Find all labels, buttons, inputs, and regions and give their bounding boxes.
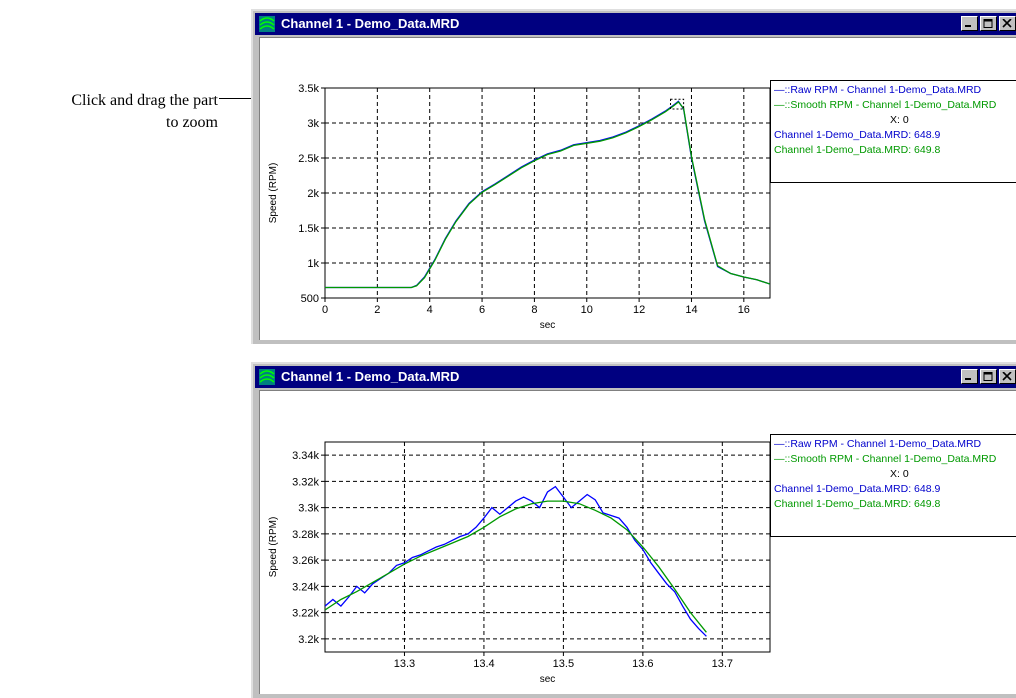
y-tick-label: 3.26k — [292, 555, 319, 567]
title-bar[interactable]: Channel 1 - Demo_Data.MRD — [255, 366, 1016, 388]
x-tick-label: 13.4 — [473, 658, 494, 670]
series-line-raw-rpm — [325, 100, 770, 289]
x-tick-label: 10 — [581, 304, 593, 316]
series-line-smooth-rpm — [325, 500, 707, 633]
x-tick-label: 0 — [322, 304, 328, 316]
y-tick-label: 3.2k — [298, 634, 319, 646]
annotation-line-1: Click and drag the part — [71, 92, 218, 109]
maximize-icon — [983, 19, 993, 28]
y-tick-label: 1.5k — [298, 223, 319, 235]
y-tick-label: 3.5k — [298, 83, 319, 95]
x-tick-label: 12 — [633, 304, 645, 316]
chart-client-area[interactable]: 13.3 13.4 13.5 13.6 13.7 3.2k 3.22k 3.24k 3.26k 3… — [259, 390, 1016, 694]
y-tick-label: 3.24k — [292, 581, 319, 593]
minimize-icon — [965, 378, 971, 380]
x-axis-label: sec — [540, 674, 556, 685]
chart-client-area[interactable]: 0 2 4 6 8 10 12 14 16 500 1k 1.5k 2k 2.5k 3k 3.5k sec Spe… — [259, 37, 1016, 340]
x-tick-label: 13.7 — [712, 658, 733, 670]
legend-raw-value: Channel 1-Demo_Data.MRD: 648.9 — [774, 483, 941, 495]
y-tick-label: 3.32k — [292, 476, 319, 488]
channel-app-icon — [259, 16, 275, 32]
x-tick-label: 13.6 — [632, 658, 653, 670]
minimize-button[interactable] — [961, 16, 978, 31]
y-tick-label: 3.22k — [292, 608, 319, 620]
close-icon — [1002, 372, 1012, 381]
legend-smooth-value: Channel 1-Demo_Data.MRD: 649.8 — [774, 498, 941, 510]
y-axis-label: Speed (RPM) — [268, 163, 279, 224]
maximize-button[interactable] — [980, 369, 997, 384]
channel-app-icon — [259, 369, 275, 385]
chart-plot[interactable]: 13.3 13.4 13.5 13.6 13.7 3.2k 3.22k 3.24k 3.26k 3… — [260, 391, 1016, 697]
y-tick-label: 3.28k — [292, 529, 319, 541]
y-tick-label: 2k — [307, 188, 319, 200]
plot-area-frame — [324, 441, 771, 653]
legend-smooth-rpm: —::Smooth RPM - Channel 1-Demo_Data.MRD — [774, 453, 997, 465]
close-button[interactable] — [999, 16, 1016, 31]
x-tick-label: 4 — [427, 304, 433, 316]
zoom-selection-box — [670, 98, 685, 110]
x-tick-label: 14 — [685, 304, 697, 316]
window-buttons — [959, 16, 1016, 32]
annotation-text: Click and drag the part to zoom — [0, 90, 218, 134]
y-tick-label: 3.3k — [298, 503, 319, 515]
plot-area-frame — [324, 87, 771, 299]
y-tick-label: 2.5k — [298, 153, 319, 165]
chart-legend: —::Raw RPM - Channel 1-Demo_Data.MRD —::… — [770, 80, 1016, 183]
y-tick-label: 3k — [307, 118, 319, 130]
window-title: Channel 1 - Demo_Data.MRD — [281, 369, 460, 384]
legend-x-readout: X: 0 — [890, 114, 909, 126]
legend-smooth-value: Channel 1-Demo_Data.MRD: 649.8 — [774, 144, 941, 156]
window-title: Channel 1 - Demo_Data.MRD — [281, 16, 460, 31]
chart-window-zoomed[interactable]: Channel 1 - Demo_Data.MRD 13.3 13.4 13.5 13… — [251, 362, 1016, 698]
chart-plot[interactable]: 0 2 4 6 8 10 12 14 16 500 1k 1.5k 2k 2.5k 3k 3.5k sec Spe… — [260, 38, 1016, 343]
legend-smooth-rpm: —::Smooth RPM - Channel 1-Demo_Data.MRD — [774, 99, 997, 111]
y-tick-label: 500 — [301, 293, 319, 305]
y-tick-label: 1k — [307, 258, 319, 270]
y-tick-label: 3.34k — [292, 450, 319, 462]
series-line-smooth-rpm — [325, 101, 770, 289]
legend-raw-value: Channel 1-Demo_Data.MRD: 648.9 — [774, 129, 941, 141]
x-axis-label: sec — [540, 320, 556, 331]
minimize-icon — [965, 25, 971, 27]
x-tick-label: 6 — [479, 304, 485, 316]
annotation-line-2: to zoom — [166, 114, 218, 131]
chart-window-overview[interactable]: Channel 1 - Demo_Data.MRD 0 2 4 6 8 10 12 14 16 5… — [251, 9, 1016, 344]
close-button[interactable] — [999, 369, 1016, 384]
title-bar[interactable]: Channel 1 - Demo_Data.MRD — [255, 13, 1016, 35]
y-axis-label: Speed (RPM) — [268, 517, 279, 578]
window-buttons — [959, 369, 1016, 385]
legend-raw-rpm: —::Raw RPM - Channel 1-Demo_Data.MRD — [774, 84, 982, 96]
x-tick-label: 13.3 — [394, 658, 415, 670]
maximize-button[interactable] — [980, 16, 997, 31]
close-icon — [1002, 19, 1012, 28]
x-tick-label: 8 — [531, 304, 537, 316]
chart-legend: —::Raw RPM - Channel 1-Demo_Data.MRD —::… — [770, 434, 1016, 537]
maximize-icon — [983, 372, 993, 381]
minimize-button[interactable] — [961, 369, 978, 384]
x-tick-label: 2 — [374, 304, 380, 316]
x-tick-label: 13.5 — [553, 658, 574, 670]
x-tick-label: 16 — [738, 304, 750, 316]
legend-raw-rpm: —::Raw RPM - Channel 1-Demo_Data.MRD — [774, 438, 982, 450]
legend-x-readout: X: 0 — [890, 468, 909, 480]
